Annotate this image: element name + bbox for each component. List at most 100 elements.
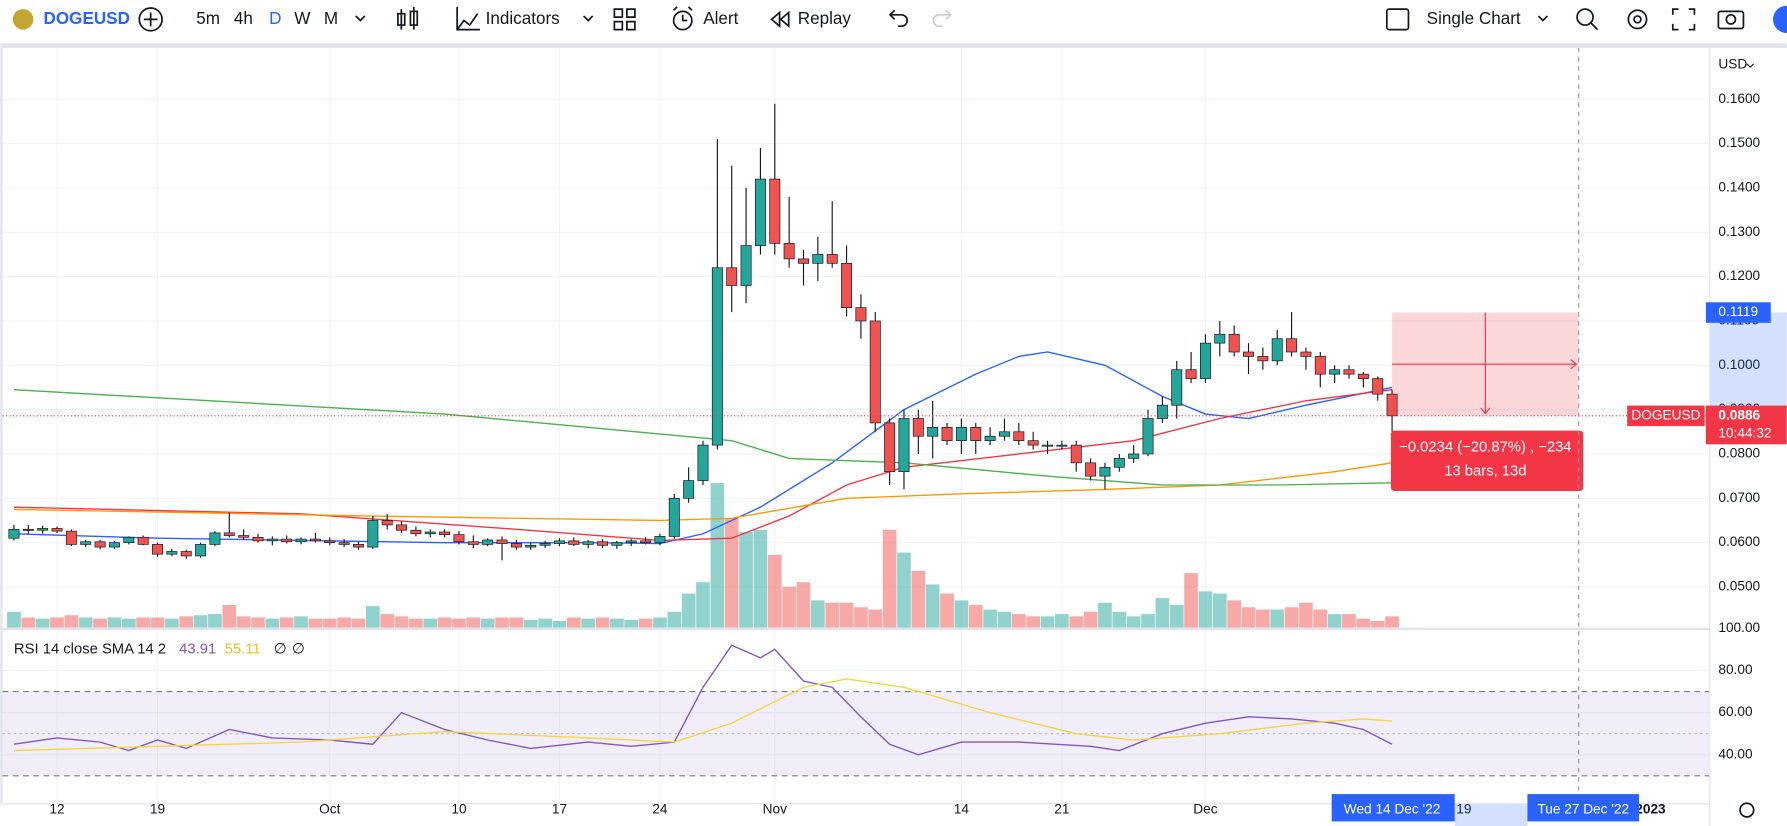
candle-body	[654, 536, 666, 543]
search-handle	[1590, 22, 1599, 31]
candle-body	[1113, 458, 1125, 468]
candle-body	[984, 435, 996, 442]
candle-body	[295, 538, 307, 543]
volume-bar	[825, 602, 840, 628]
candle-body	[94, 541, 106, 548]
volume-bar	[466, 617, 481, 628]
interval[interactable]: M	[324, 9, 338, 28]
candle-body	[841, 262, 853, 308]
candle-body	[223, 532, 235, 536]
volume-bar	[581, 618, 596, 628]
volume-bar	[796, 582, 811, 628]
rsi-band	[2, 691, 1710, 776]
candle-body	[51, 528, 63, 532]
volume-bar	[208, 614, 222, 628]
interval[interactable]: 4h	[234, 9, 253, 28]
rsi-tick-label: 40.00	[1718, 746, 1753, 761]
snapshot[interactable]	[1717, 10, 1745, 30]
position-summary: −0.0234 (−20.87%) , −234	[1399, 440, 1571, 456]
indicators-button[interactable]: Indicators	[486, 9, 560, 28]
rsi-line	[13, 678, 1393, 752]
volume-bar	[1342, 614, 1356, 628]
moving-average	[13, 351, 1393, 545]
rsi-value: 43.91	[179, 641, 216, 657]
candle-body	[1300, 351, 1312, 357]
replay-button[interactable]: Replay	[798, 9, 852, 28]
candle-body	[582, 541, 594, 545]
candle-body	[1343, 369, 1355, 375]
alert-button[interactable]: Alert	[703, 9, 738, 28]
start-date-label: Wed 14 Dec '22	[1344, 802, 1441, 817]
profile[interactable]	[1773, 5, 1787, 34]
volume-bar	[854, 607, 868, 628]
interval[interactable]: D	[269, 9, 281, 28]
position-cross	[1392, 312, 1578, 415]
rsi-na-value: ∅	[292, 641, 305, 657]
candle-body	[539, 543, 551, 546]
add-symbol[interactable]	[138, 7, 163, 32]
last-price-label: 0.0886	[1718, 407, 1760, 422]
candle-body	[381, 520, 393, 526]
chart-type[interactable]	[397, 6, 419, 30]
volume-bar	[193, 615, 208, 628]
candle-body	[970, 427, 982, 442]
axis-settings[interactable]	[1739, 802, 1755, 818]
candle-body	[396, 524, 408, 531]
volume-bar	[1327, 614, 1342, 628]
volume-bar	[1069, 616, 1084, 628]
y-tick-label: 0.0700	[1718, 490, 1760, 505]
layout-menu[interactable]	[1537, 15, 1549, 22]
layout-checkbox[interactable]	[1385, 8, 1410, 31]
candle-body	[1386, 393, 1398, 417]
volume-bar	[638, 618, 653, 628]
rsi-tick-label: 60.00	[1718, 704, 1753, 719]
replay-icon	[770, 10, 790, 29]
volume-bar	[624, 619, 639, 628]
interval[interactable]: 5m	[196, 9, 220, 28]
volume-bar	[78, 617, 93, 628]
volume-bar	[724, 518, 739, 628]
volume-bar	[1026, 616, 1041, 628]
volume-bar	[351, 618, 366, 628]
symbol[interactable]: DOGEUSD	[44, 9, 130, 28]
snapshot-lens	[1725, 13, 1737, 25]
x-tick-label: 19	[1456, 802, 1471, 817]
volume-bar	[222, 604, 237, 628]
candle-body	[783, 243, 795, 260]
candle-body	[726, 267, 738, 286]
redo[interactable]	[932, 9, 952, 28]
candle-body	[37, 528, 49, 531]
candle-body	[1013, 431, 1025, 442]
candle-body	[137, 536, 149, 545]
interval-menu[interactable]	[355, 15, 366, 22]
rsi-tick-label: 80.00	[1718, 662, 1753, 677]
currency[interactable]: USD	[1718, 57, 1747, 72]
position-tool[interactable]: −0.0234 (−20.87%) , −234 13 bars, 13d	[2, 47, 1710, 804]
volume-bar	[868, 609, 883, 628]
volume-bar	[1112, 611, 1127, 628]
rsi-line	[13, 644, 1393, 756]
toolbar: DOGEUSD 5m 4h D W M Indicators Alert Replay …	[0, 5, 1787, 48]
settings[interactable]	[1627, 9, 1648, 30]
volume-bar	[480, 618, 495, 628]
candle-body	[1156, 404, 1168, 419]
volume-bar	[279, 617, 294, 628]
volume-bar	[1169, 604, 1184, 628]
volume-bar	[710, 483, 725, 628]
rsi-legend[interactable]: RSI 14 close SMA 14 2	[14, 641, 166, 657]
search[interactable]	[1576, 8, 1594, 26]
undo[interactable]	[888, 9, 908, 28]
indicators-menu[interactable]	[583, 15, 594, 22]
templates[interactable]	[613, 8, 636, 31]
currency-menu[interactable]	[1746, 63, 1755, 69]
volume-bar	[552, 620, 567, 628]
volume-bar	[365, 606, 380, 628]
volume-bar	[1385, 616, 1399, 628]
y-tick-label: 0.1200	[1718, 268, 1760, 283]
fullscreen[interactable]	[1671, 8, 1696, 31]
layout-button[interactable]: Single Chart	[1427, 9, 1521, 28]
candle-body	[1085, 462, 1097, 477]
interval[interactable]: W	[294, 9, 311, 28]
target-price-label: 0.1119	[1718, 304, 1758, 319]
candle-body	[1142, 418, 1154, 455]
